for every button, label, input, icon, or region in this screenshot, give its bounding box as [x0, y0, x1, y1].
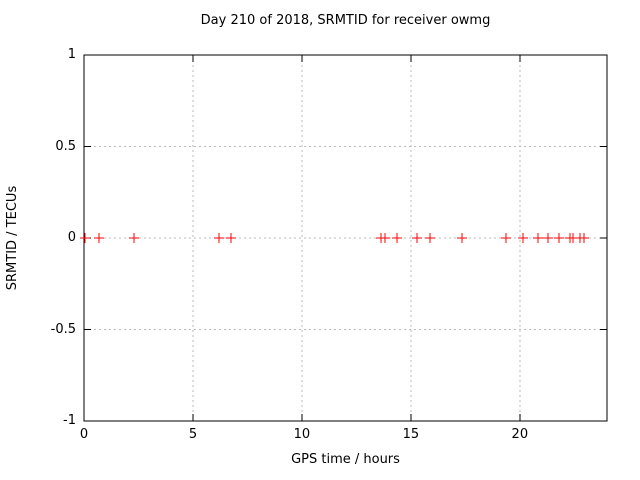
y-tick-label: -0.5 — [50, 321, 76, 337]
y-tick-label: 0 — [67, 230, 76, 245]
chart-title: Day 210 of 2018, SRMTID for receiver owm… — [200, 13, 491, 28]
y-tick-label: 0.5 — [55, 138, 76, 154]
y-tick-label: 1 — [67, 47, 76, 62]
y-tick-label: -1 — [63, 413, 76, 428]
y-axis-label: SRMTID / TECUs — [5, 185, 20, 291]
x-axis-label: GPS time / hours — [291, 452, 400, 467]
x-tick-label: 0 — [79, 427, 89, 442]
x-tick-label: 20 — [511, 427, 529, 442]
x-tick-label: 15 — [402, 427, 420, 442]
x-tick-label: 5 — [188, 427, 198, 442]
x-tick-label: 10 — [293, 427, 311, 442]
